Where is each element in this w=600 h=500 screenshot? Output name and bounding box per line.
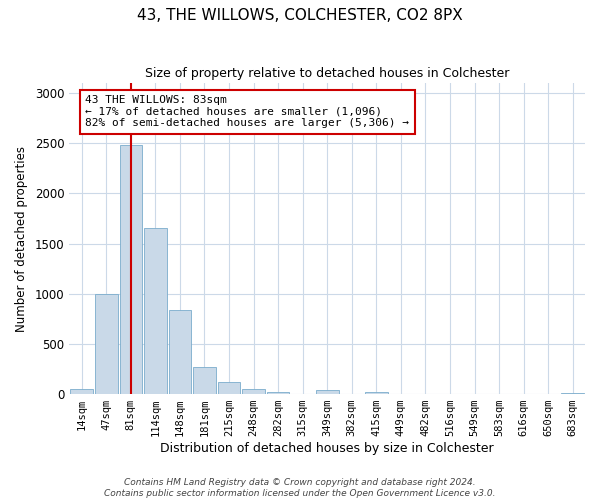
Bar: [119, 146, 142, 394]
Text: 43 THE WILLOWS: 83sqm
← 17% of detached houses are smaller (1,096)
82% of semi-d: 43 THE WILLOWS: 83sqm ← 17% of detached …: [85, 95, 409, 128]
Bar: [95, 294, 118, 394]
Bar: [218, 382, 241, 394]
Bar: [193, 367, 216, 394]
Bar: [267, 392, 289, 394]
Title: Size of property relative to detached houses in Colchester: Size of property relative to detached ho…: [145, 68, 509, 80]
Text: Contains HM Land Registry data © Crown copyright and database right 2024.
Contai: Contains HM Land Registry data © Crown c…: [104, 478, 496, 498]
Y-axis label: Number of detached properties: Number of detached properties: [15, 146, 28, 332]
Bar: [562, 392, 584, 394]
X-axis label: Distribution of detached houses by size in Colchester: Distribution of detached houses by size …: [160, 442, 494, 455]
Bar: [169, 310, 191, 394]
Bar: [316, 390, 338, 394]
Text: 43, THE WILLOWS, COLCHESTER, CO2 8PX: 43, THE WILLOWS, COLCHESTER, CO2 8PX: [137, 8, 463, 22]
Bar: [365, 392, 388, 394]
Bar: [70, 388, 93, 394]
Bar: [242, 389, 265, 394]
Bar: [144, 228, 167, 394]
